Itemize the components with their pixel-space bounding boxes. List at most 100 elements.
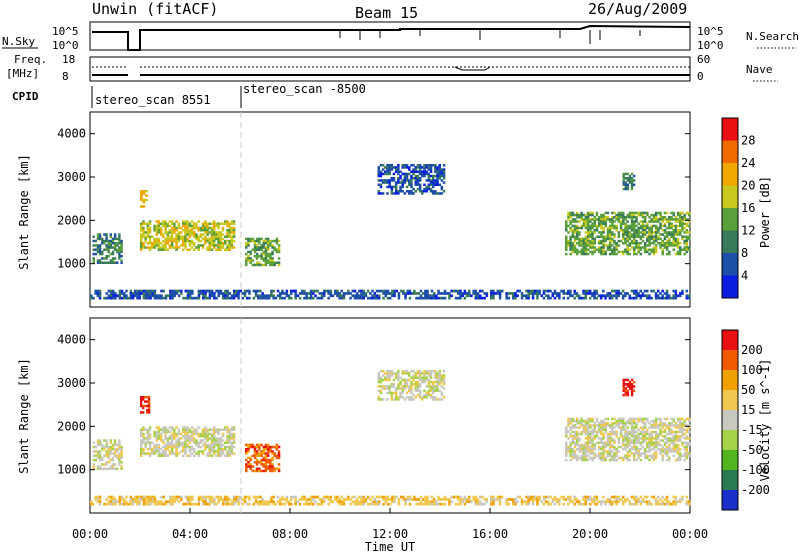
data-cell xyxy=(619,213,623,217)
data-cell xyxy=(381,179,385,182)
data-cell xyxy=(681,432,684,436)
data-cell xyxy=(474,296,478,300)
data-cell xyxy=(147,289,150,293)
data-cell xyxy=(459,296,462,300)
data-cell xyxy=(436,380,439,384)
data-cell xyxy=(392,378,396,382)
data-cell xyxy=(650,229,653,232)
data-cell xyxy=(580,242,583,245)
data-cell xyxy=(120,255,123,258)
data-cell xyxy=(624,383,627,386)
data-cell xyxy=(197,292,201,295)
data-cell xyxy=(153,430,156,434)
colorbar-tick: 100 xyxy=(741,363,763,377)
data-cell xyxy=(159,452,163,455)
data-cell xyxy=(219,450,222,453)
data-cell xyxy=(142,428,145,431)
data-cell xyxy=(255,252,259,256)
data-cell xyxy=(144,235,147,238)
data-cell xyxy=(648,229,651,232)
data-cell xyxy=(221,226,225,230)
data-cell xyxy=(474,495,478,499)
data-cell xyxy=(470,500,473,504)
data-cell xyxy=(604,294,607,298)
data-cell xyxy=(630,383,634,386)
data-cell xyxy=(101,252,104,256)
data-cell xyxy=(565,452,568,455)
data-cell xyxy=(573,419,577,423)
data-cell xyxy=(399,187,402,191)
data-cell xyxy=(600,235,603,238)
data-cell xyxy=(271,458,274,462)
data-cell xyxy=(657,500,660,504)
data-cell xyxy=(657,417,660,421)
data-cell xyxy=(597,441,601,444)
data-cell xyxy=(430,495,434,499)
data-cell xyxy=(591,250,594,254)
data-cell xyxy=(153,450,156,453)
data-cell xyxy=(118,296,122,300)
data-cell xyxy=(246,495,249,499)
data-cell xyxy=(652,441,656,444)
data-cell xyxy=(663,235,667,238)
data-cell xyxy=(427,179,431,182)
data-cell xyxy=(571,448,575,451)
data-cell xyxy=(652,246,656,249)
data-cell xyxy=(635,448,638,451)
data-cell xyxy=(663,448,667,451)
colorbar-segment xyxy=(722,253,738,276)
data-cell xyxy=(136,502,139,506)
data-cell xyxy=(175,435,178,438)
data-cell xyxy=(111,250,115,254)
data-cell xyxy=(142,294,146,298)
data-cell xyxy=(149,498,152,501)
data-cell xyxy=(184,432,187,436)
data-cell xyxy=(262,456,265,460)
data-cell xyxy=(275,467,279,470)
data-cell xyxy=(490,296,493,300)
data-cell xyxy=(109,296,113,300)
data-cell xyxy=(264,463,268,466)
data-cell xyxy=(602,239,605,243)
data-cell xyxy=(157,242,161,245)
data-cell xyxy=(195,296,198,300)
data-cell xyxy=(151,495,154,499)
data-cell xyxy=(265,500,269,504)
data-cell xyxy=(268,294,271,298)
data-cell xyxy=(269,461,272,464)
data-cell xyxy=(582,495,585,499)
data-cell xyxy=(175,498,179,501)
data-cell xyxy=(531,495,535,499)
data-cell xyxy=(226,435,229,438)
data-cell xyxy=(184,430,187,434)
data-cell xyxy=(652,426,656,429)
data-cell xyxy=(665,244,669,247)
data-cell xyxy=(118,233,121,236)
data-cell xyxy=(672,417,675,421)
data-cell xyxy=(157,226,161,230)
data-cell xyxy=(146,441,150,444)
data-cell xyxy=(408,179,411,182)
data-cell xyxy=(320,502,324,506)
data-cell xyxy=(571,435,575,438)
data-cell xyxy=(195,430,198,434)
data-cell xyxy=(184,233,187,236)
data-cell xyxy=(264,246,268,249)
data-cell xyxy=(146,233,150,236)
data-cell xyxy=(258,448,261,451)
data-cell xyxy=(92,248,95,251)
data-cell xyxy=(582,498,585,501)
data-cell xyxy=(626,187,630,191)
data-cell xyxy=(305,498,308,501)
data-cell xyxy=(212,443,216,447)
data-cell xyxy=(401,164,404,167)
data-cell xyxy=(208,242,211,245)
colorbar-segment xyxy=(722,230,738,254)
data-cell xyxy=(584,426,588,429)
data-cell xyxy=(134,292,137,295)
data-cell xyxy=(586,422,590,425)
data-cell xyxy=(105,248,108,251)
data-cell xyxy=(622,181,625,184)
data-cell xyxy=(633,454,636,457)
data-cell xyxy=(268,500,271,504)
